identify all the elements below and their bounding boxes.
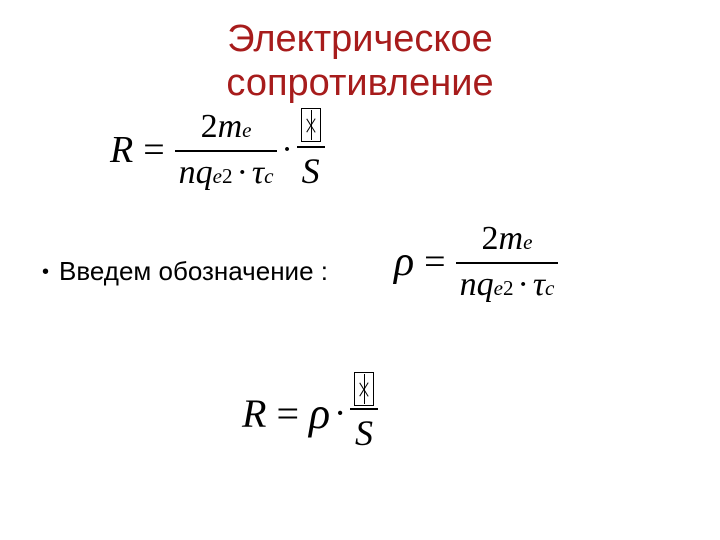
equation-resistance-full: R = 2me nqe2·τc · S [110, 108, 325, 192]
eq1-denom-tau: τ [252, 154, 264, 192]
equals-sign: = [266, 390, 309, 437]
eq1-numer-var: m [218, 108, 243, 146]
bullet-text: Введем обозначение : [59, 256, 328, 287]
eq1-fraction-1: 2me nqe2·τc [175, 108, 278, 192]
eq2-fraction: 2me nqe2·τc [456, 220, 559, 304]
eq2-denom-tau: τ [533, 266, 545, 304]
cdot: · [514, 266, 533, 304]
placeholder-box-icon [301, 108, 321, 142]
equation-rho-definition: ρ = 2me nqe2·τc [394, 220, 558, 304]
slide-title: Электрическое сопротивление [0, 18, 720, 105]
eq1-denom-q-sup: 2 [222, 164, 233, 189]
eq1-lhs: R [110, 128, 133, 172]
cdot: · [277, 131, 296, 169]
placeholder-box-icon [354, 372, 374, 406]
eq2-denom-tau-sub: c [545, 276, 554, 301]
title-line-2: сопротивление [226, 62, 493, 104]
eq3-fraction: S [350, 372, 378, 454]
slide: Электрическое сопротивление R = 2me nqe2… [0, 0, 720, 540]
eq1-rhs-den: S [302, 150, 320, 192]
eq2-lhs: ρ [394, 238, 414, 286]
eq2-denom-q-sub: e [494, 276, 503, 301]
eq1-denom-tau-sub: c [264, 164, 273, 189]
eq1-denom-q: q [196, 154, 213, 192]
eq2-denom-n: n [460, 266, 477, 304]
eq1-numer-sub: e [242, 118, 251, 143]
eq1-numer-coeff: 2 [201, 108, 218, 146]
bullet-item: • Введем обозначение : [42, 256, 328, 287]
bullet-dot-icon: • [42, 262, 49, 282]
eq2-numer-sub: e [523, 230, 532, 255]
eq2-denom-q: q [477, 266, 494, 304]
eq3-lhs: R [242, 390, 266, 437]
eq1-denom-q-sub: e [213, 164, 222, 189]
equals-sign: = [133, 128, 174, 172]
eq3-rho: ρ [309, 388, 330, 439]
cdot: · [233, 154, 252, 192]
eq1-denom-n: n [179, 154, 196, 192]
eq1-fraction-2: S [297, 108, 325, 192]
title-line-1: Электрическое [227, 18, 492, 60]
eq2-denom-q-sup: 2 [503, 276, 514, 301]
eq3-rhs-den: S [355, 412, 373, 454]
equals-sign: = [414, 240, 455, 284]
cdot: · [330, 392, 350, 434]
equation-resistance-rho: R = ρ · S [242, 372, 378, 454]
eq2-numer-var: m [499, 220, 524, 258]
eq2-numer-coeff: 2 [482, 220, 499, 258]
